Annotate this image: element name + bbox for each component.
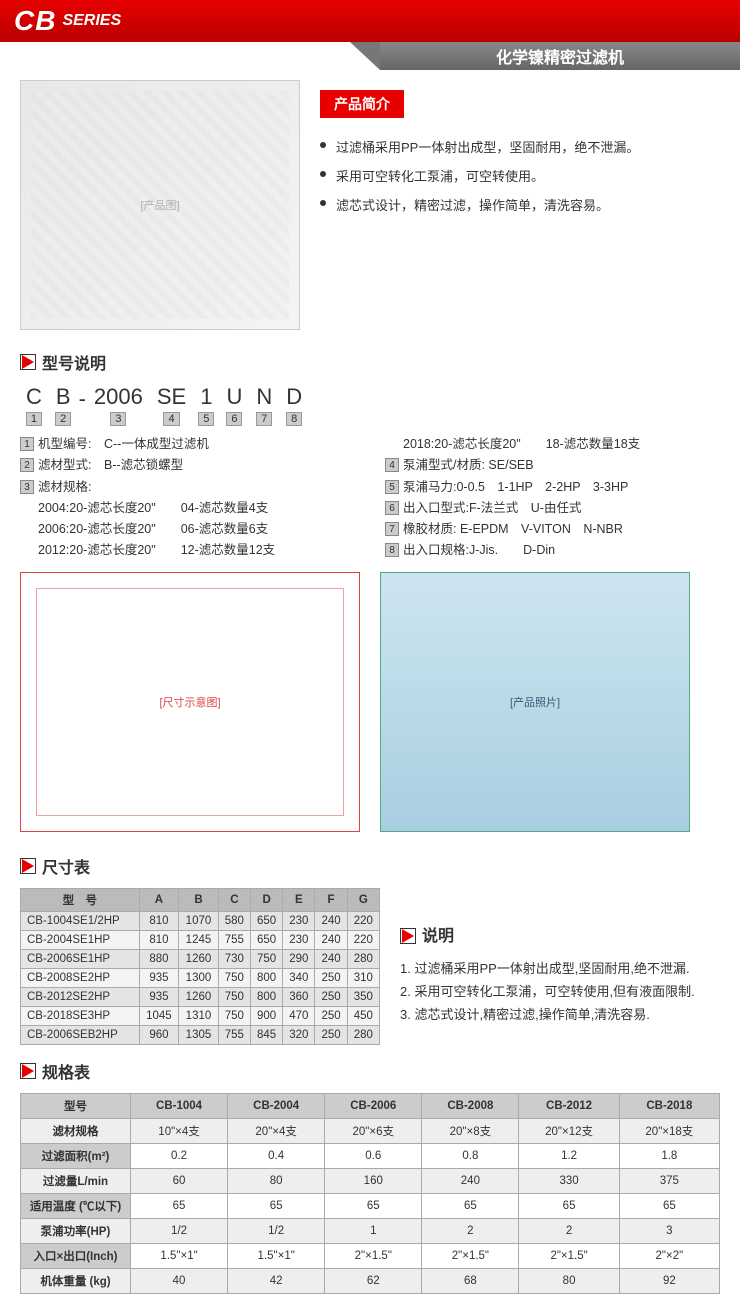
model-desc-line: 2012:20-滤芯长度20" 12-滤芯数量12支: [20, 540, 355, 561]
model-desc-line: 5泵浦马力:0-0.5 1-1HP 2-2HP 3-3HP: [385, 477, 720, 498]
dim-table-heading: 尺寸表: [20, 854, 380, 878]
intro-label: 产品简介: [320, 90, 404, 118]
table-header: CB-2006: [325, 1093, 422, 1118]
table-header: C: [218, 888, 250, 911]
spec-table-heading: 规格表: [20, 1059, 720, 1083]
photo-alt: [产品照片]: [510, 694, 560, 710]
table-header: CB-2012: [519, 1093, 619, 1118]
model-section-title: 型号说明: [42, 350, 106, 374]
model-desc-line: 6出入口型式:F-法兰式 U-由任式: [385, 498, 720, 519]
model-desc-line: 7橡胶材质: E-EPDM V-VITON N-NBR: [385, 519, 720, 540]
table-header: 型 号: [21, 888, 140, 911]
model-section-heading: 型号说明: [20, 350, 720, 374]
model-code-seg: D8: [280, 384, 308, 426]
model-desc-line: 3滤材规格:: [20, 477, 355, 498]
dimension-diagram: [尺寸示意图]: [20, 572, 360, 832]
diagram-alt: [尺寸示意图]: [159, 694, 220, 710]
table-row: 过滤面积(m²)0.20.40.60.81.21.8: [21, 1143, 720, 1168]
explain-item: 过滤桶采用PP一体射出成型,坚固耐用,绝不泄漏.: [400, 959, 720, 980]
table-header: B: [179, 888, 219, 911]
table-header: D: [250, 888, 282, 911]
model-description: 1机型编号: C--一体成型过滤机2滤材型式: B--滤芯锁螺型3滤材规格:20…: [20, 434, 720, 562]
table-row: CB-2004SE1HP8101245755650230240220: [21, 930, 380, 949]
model-code-seg: SE4: [151, 384, 192, 426]
model-desc-line: 2018:20-滤芯长度20" 18-滤芯数量18支: [385, 434, 720, 455]
table-row: CB-1004SE1/2HP8101070580650230240220: [21, 911, 380, 930]
table-row: 滤材规格10"×4支20"×4支20"×6支20"×8支20"×12支20"×1…: [21, 1118, 720, 1143]
table-row: 入口×出口(Inch)1.5"×1"1.5"×1"2"×1.5"2"×1.5"2…: [21, 1243, 720, 1268]
table-header: 型号: [21, 1093, 131, 1118]
intro-bullet: 过滤桶采用PP一体射出成型，坚固耐用，绝不泄漏。: [320, 132, 720, 161]
triangle-icon: [22, 859, 34, 873]
table-header: G: [347, 888, 379, 911]
table-header: CB-1004: [131, 1093, 228, 1118]
dim-table-title: 尺寸表: [42, 854, 90, 878]
model-code-seg: U6: [220, 384, 248, 426]
product-photo: [产品照片]: [380, 572, 690, 832]
header-bar: CB SERIES: [0, 0, 740, 44]
table-row: CB-2006SE1HP8801260730750290240280: [21, 949, 380, 968]
table-row: 适用温度 (℃以下)656565656565: [21, 1193, 720, 1218]
subtitle-bar: 化学镍精密过滤机: [0, 42, 740, 70]
intro-bullets: 过滤桶采用PP一体射出成型，坚固耐用，绝不泄漏。 采用可空转化工泵浦，可空转使用…: [320, 132, 720, 219]
table-row: 机体重量 (kg)404262688092: [21, 1268, 720, 1293]
dimension-table: 型 号ABCDEFGCB-1004SE1/2HP8101070580650230…: [20, 888, 380, 1045]
model-desc-line: 4泵浦型式/材质: SE/SEB: [385, 455, 720, 476]
table-row: 泵浦功率(HP)1/21/21223: [21, 1218, 720, 1243]
model-desc-line: 2006:20-滤芯长度20" 06-滤芯数量6支: [20, 519, 355, 540]
spec-table-title: 规格表: [42, 1059, 90, 1083]
table-header: CB-2018: [619, 1093, 719, 1118]
table-row: 过滤量L/min6080160240330375: [21, 1168, 720, 1193]
triangle-icon: [22, 1064, 34, 1078]
model-desc-line: 1机型编号: C--一体成型过滤机: [20, 434, 355, 455]
table-header: CB-2004: [228, 1093, 325, 1118]
brand-text: CB: [14, 5, 56, 37]
table-header: CB-2008: [422, 1093, 519, 1118]
model-desc-line: 8出入口规格:J-Jis. D-Din: [385, 540, 720, 561]
intro-bullet: 滤芯式设计，精密过滤，操作简单，清洗容易。: [320, 190, 720, 219]
table-row: CB-2018SE3HP10451310750900470250450: [21, 1006, 380, 1025]
triangle-icon: [22, 355, 34, 369]
model-code-seg: 15: [194, 384, 218, 426]
model-code-display: C1B2-20063SE415U6N7D8: [20, 384, 720, 426]
spec-table: 型号CB-1004CB-2004CB-2006CB-2008CB-2012CB-…: [20, 1093, 720, 1294]
model-code-seg: B2: [50, 384, 77, 426]
intro-bullet: 采用可空转化工泵浦，可空转使用。: [320, 161, 720, 190]
table-header: A: [139, 888, 179, 911]
table-header: F: [315, 888, 347, 911]
model-code-seg: N7: [250, 384, 278, 426]
series-text: SERIES: [62, 12, 121, 30]
table-row: CB-2008SE2HP9351300750800340250310: [21, 968, 380, 987]
explain-heading: 说明: [400, 924, 720, 950]
triangle-icon: [402, 929, 414, 943]
explain-item: 采用可空转化工泵浦，可空转使用,但有液面限制.: [400, 982, 720, 1003]
model-code-seg: 20063: [88, 384, 149, 426]
table-row: CB-2006SEB2HP9601305755845320250280: [21, 1025, 380, 1044]
table-row: CB-2012SE2HP9351260750800360250350: [21, 987, 380, 1006]
explain-title: 说明: [422, 924, 454, 950]
model-code-seg: C1: [20, 384, 48, 426]
subtitle-text: 化学镍精密过滤机: [380, 42, 740, 70]
product-image: [产品图]: [20, 80, 300, 330]
table-header: E: [283, 888, 315, 911]
explain-item: 滤芯式设计,精密过滤,操作简单,清洗容易.: [400, 1005, 720, 1026]
model-desc-line: 2滤材型式: B--滤芯锁螺型: [20, 455, 355, 476]
explain-list: 过滤桶采用PP一体射出成型,坚固耐用,绝不泄漏.采用可空转化工泵浦，可空转使用,…: [400, 959, 720, 1025]
model-desc-line: 2004:20-滤芯长度20" 04-滤芯数量4支: [20, 498, 355, 519]
